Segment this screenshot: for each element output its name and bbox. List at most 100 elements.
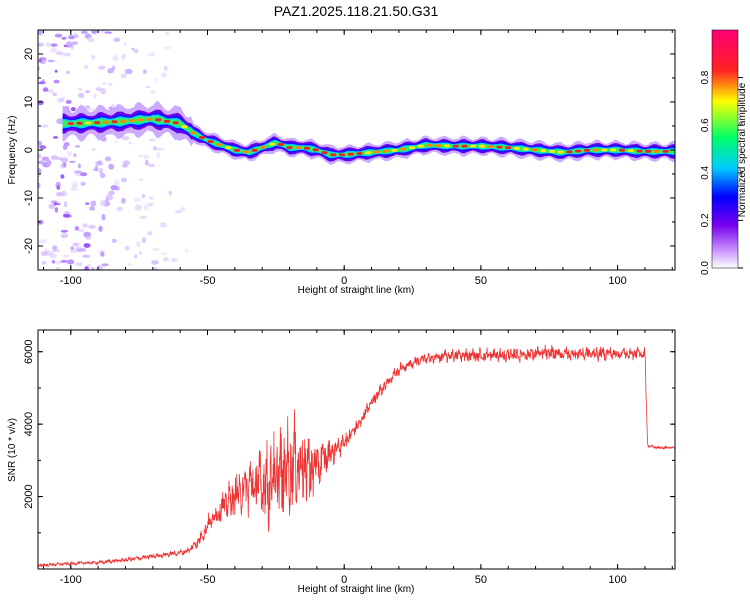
spectral-noise-blob (101, 214, 106, 221)
x-tick-label: 0 (341, 574, 347, 586)
x-tick-label: 100 (608, 574, 626, 586)
snr-series-line (38, 344, 675, 568)
spectral-noise-blob (55, 51, 64, 56)
spectral-peak-mark (347, 152, 354, 156)
spectral-noise-blob (84, 90, 91, 94)
spectral-noise-blob (145, 159, 149, 166)
spectral-noise-blob (70, 107, 76, 112)
spectral-noise-blob (80, 172, 88, 177)
spectral-noise-blob (65, 70, 70, 74)
spectral-peak-mark (636, 149, 643, 153)
spectral-noise-blob (50, 43, 58, 47)
spectrogram-y-label: Frequency (Hz) (7, 116, 18, 185)
spectral-noise-blob (148, 196, 155, 200)
spectral-noise-blob (54, 33, 63, 38)
spectral-peak-mark (199, 136, 205, 139)
spectral-noise-blob (85, 235, 92, 240)
spectral-noise-blob (138, 251, 143, 256)
spectral-noise-blob (38, 100, 44, 106)
spectral-noise-blob (99, 172, 106, 179)
spectral-noise-blob (141, 237, 147, 244)
spectral-noise-blob (99, 30, 107, 33)
y-tick-label: 6000 (23, 339, 35, 363)
y-tick-label: 10 (23, 96, 35, 108)
spectral-peak-mark (540, 149, 547, 153)
x-tick-label: -100 (60, 574, 82, 586)
spectral-noise-blob (121, 197, 126, 204)
spectral-noise-blob (149, 90, 156, 95)
spectral-noise-blob (100, 88, 106, 95)
spectral-noise-blob (100, 251, 105, 257)
x-tick-label: 50 (475, 574, 487, 586)
spectral-noise-blob (120, 73, 127, 79)
spectral-peak-mark (496, 145, 503, 149)
spectral-peak-mark (94, 121, 101, 125)
spectral-noise-blob (74, 145, 81, 148)
spectral-noise-blob (55, 266, 61, 270)
spectral-peak-mark (321, 151, 328, 155)
spectral-noise-blob (41, 260, 47, 265)
spectral-peak-mark (172, 121, 179, 125)
spectral-noise-blob (122, 160, 130, 166)
spectral-noise-blob (72, 242, 80, 247)
spectral-noise-blob (38, 59, 42, 63)
spectral-peak-mark (627, 149, 634, 153)
spectral-noise-blob (55, 260, 62, 265)
spectral-peak-mark (304, 146, 310, 150)
colorbar-label: Normalized spectral amplitude (737, 82, 748, 217)
spectral-noise-blob (143, 154, 150, 160)
spectral-noise-blob (47, 89, 55, 93)
y-tick-label: 0 (23, 147, 35, 153)
spectral-peak-mark (129, 119, 135, 122)
spectral-peak-mark (619, 148, 625, 152)
spectral-noise-blob (54, 69, 58, 73)
spectral-noise-blob (74, 226, 80, 231)
spectral-noise-blob (124, 245, 130, 251)
spectrogram-panel (38, 30, 675, 270)
spectral-noise-blob (145, 85, 150, 89)
spectral-noise-blob (95, 87, 102, 92)
spectral-noise-blob (41, 124, 49, 128)
spectral-noise-blob (111, 238, 118, 243)
x-tick-label: 50 (475, 275, 487, 287)
spectral-noise-blob (63, 201, 68, 208)
spectral-peak-mark (505, 146, 512, 149)
spectral-noise-blob (38, 140, 43, 146)
spectral-noise-blob (60, 229, 69, 233)
spectral-noise-blob (71, 184, 78, 192)
spectral-noise-blob (38, 175, 41, 178)
spectral-ridge-band (62, 115, 675, 157)
spectral-noise-blob (105, 194, 114, 201)
spectral-noise-blob (61, 190, 67, 197)
spectral-peak-mark (610, 148, 617, 152)
x-tick-label: 0 (341, 275, 347, 287)
spectral-peak-mark (356, 152, 363, 155)
spectral-noise-blob (80, 181, 86, 186)
spectral-noise-blob (121, 177, 127, 183)
spectral-noise-blob (180, 207, 186, 212)
spectral-peak-mark (164, 119, 170, 123)
spectral-noise-blob (49, 253, 58, 259)
spectral-noise-blob (38, 42, 44, 47)
y-tick-label: -10 (23, 190, 35, 206)
spectral-noise-blob (98, 225, 103, 232)
spectral-noise-blob (88, 224, 96, 229)
spectral-noise-blob (91, 30, 98, 35)
spectral-peak-mark (155, 118, 162, 122)
spectral-noise-blob (131, 47, 135, 51)
spectral-peak-mark (531, 148, 538, 152)
spectral-peak-mark (557, 150, 564, 154)
spectral-noise-blob (75, 262, 83, 267)
spectral-noise-blob (121, 53, 126, 60)
spectral-noise-blob (45, 42, 52, 48)
spectral-noise-blob (90, 266, 95, 270)
spectral-peak-mark (312, 148, 319, 152)
colorbar-tick-label: 0.2 (700, 213, 711, 227)
spectral-noise-blob (82, 254, 90, 258)
spectral-peak-mark (374, 150, 380, 154)
spectral-peak-mark (339, 153, 345, 157)
spectral-noise-blob (138, 154, 143, 158)
spectral-noise-blob (38, 239, 47, 244)
chart-title: PAZ1.2025.118.21.50.G31 (274, 3, 439, 19)
